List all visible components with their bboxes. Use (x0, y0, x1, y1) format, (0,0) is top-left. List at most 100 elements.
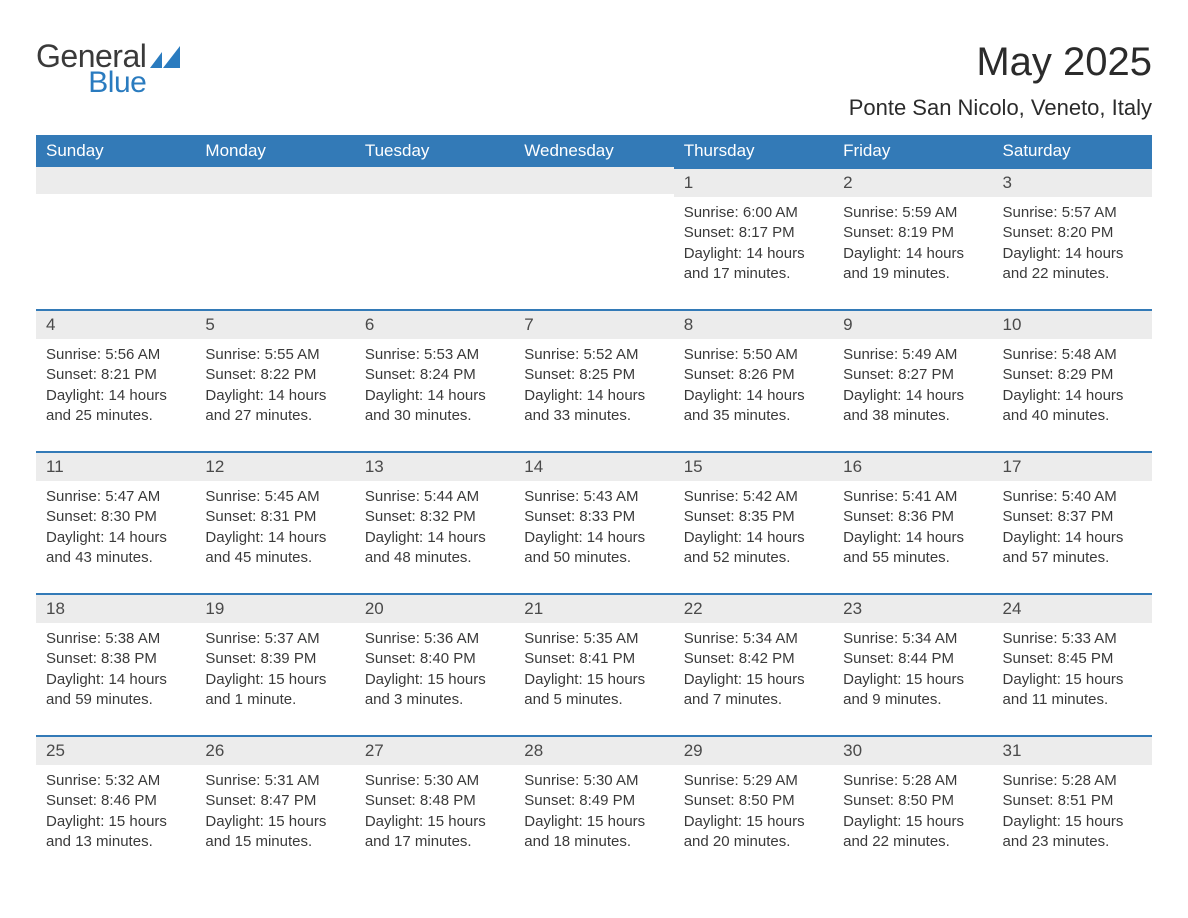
day-header: Tuesday (355, 135, 514, 167)
calendar-day-cell: 23Sunrise: 5:34 AMSunset: 8:44 PMDayligh… (833, 593, 992, 735)
day-line: Sunset: 8:20 PM (1003, 223, 1142, 243)
day-line: Daylight: 14 hours and 50 minutes. (524, 528, 663, 569)
day-number: 7 (514, 309, 673, 339)
calendar-day-cell: 5Sunrise: 5:55 AMSunset: 8:22 PMDaylight… (195, 309, 354, 451)
logo-triangle-1-icon (150, 52, 162, 68)
day-content: Sunrise: 5:28 AMSunset: 8:51 PMDaylight:… (993, 765, 1152, 862)
calendar-week-row: 4Sunrise: 5:56 AMSunset: 8:21 PMDaylight… (36, 309, 1152, 451)
day-line: Sunrise: 5:59 AM (843, 203, 982, 223)
calendar-week-row: 1Sunrise: 6:00 AMSunset: 8:17 PMDaylight… (36, 167, 1152, 309)
day-line: Sunset: 8:22 PM (205, 365, 344, 385)
day-line: Sunrise: 5:42 AM (684, 487, 823, 507)
day-line: Sunrise: 5:52 AM (524, 345, 663, 365)
day-line: Daylight: 15 hours and 11 minutes. (1003, 670, 1142, 711)
day-number: 3 (993, 167, 1152, 197)
day-number: 17 (993, 451, 1152, 481)
day-number: 8 (674, 309, 833, 339)
calendar-day-cell: 26Sunrise: 5:31 AMSunset: 8:47 PMDayligh… (195, 735, 354, 877)
day-content: Sunrise: 5:34 AMSunset: 8:42 PMDaylight:… (674, 623, 833, 720)
day-line: Daylight: 14 hours and 59 minutes. (46, 670, 185, 711)
day-content: Sunrise: 5:28 AMSunset: 8:50 PMDaylight:… (833, 765, 992, 862)
calendar-day-cell: 30Sunrise: 5:28 AMSunset: 8:50 PMDayligh… (833, 735, 992, 877)
day-number: 30 (833, 735, 992, 765)
day-content: Sunrise: 5:52 AMSunset: 8:25 PMDaylight:… (514, 339, 673, 436)
header: General Blue May 2025 Ponte San Nicolo, … (36, 40, 1152, 121)
day-number: 15 (674, 451, 833, 481)
day-content: Sunrise: 5:29 AMSunset: 8:50 PMDaylight:… (674, 765, 833, 862)
calendar-day-cell: 31Sunrise: 5:28 AMSunset: 8:51 PMDayligh… (993, 735, 1152, 877)
day-number: 14 (514, 451, 673, 481)
day-line: Daylight: 15 hours and 3 minutes. (365, 670, 504, 711)
day-line: Daylight: 15 hours and 7 minutes. (684, 670, 823, 711)
day-content: Sunrise: 5:56 AMSunset: 8:21 PMDaylight:… (36, 339, 195, 436)
day-content: Sunrise: 5:43 AMSunset: 8:33 PMDaylight:… (514, 481, 673, 578)
logo-triangle-2-icon (163, 46, 180, 68)
day-header: Wednesday (514, 135, 673, 167)
day-line: Sunset: 8:44 PM (843, 649, 982, 669)
calendar-day-cell: 2Sunrise: 5:59 AMSunset: 8:19 PMDaylight… (833, 167, 992, 309)
logo-text: General Blue (36, 40, 146, 98)
calendar-day-cell: 6Sunrise: 5:53 AMSunset: 8:24 PMDaylight… (355, 309, 514, 451)
day-header: Saturday (993, 135, 1152, 167)
title-block: May 2025 Ponte San Nicolo, Veneto, Italy (849, 40, 1152, 121)
calendar-day-cell: 4Sunrise: 5:56 AMSunset: 8:21 PMDaylight… (36, 309, 195, 451)
day-line: Sunrise: 5:37 AM (205, 629, 344, 649)
day-line: Daylight: 15 hours and 1 minute. (205, 670, 344, 711)
calendar-day-cell: 8Sunrise: 5:50 AMSunset: 8:26 PMDaylight… (674, 309, 833, 451)
day-line: Daylight: 14 hours and 48 minutes. (365, 528, 504, 569)
calendar-day-cell: 16Sunrise: 5:41 AMSunset: 8:36 PMDayligh… (833, 451, 992, 593)
day-line: Sunrise: 5:53 AM (365, 345, 504, 365)
calendar-day-cell: 27Sunrise: 5:30 AMSunset: 8:48 PMDayligh… (355, 735, 514, 877)
day-number: 12 (195, 451, 354, 481)
day-line: Sunrise: 5:36 AM (365, 629, 504, 649)
day-number (514, 167, 673, 194)
day-number (355, 167, 514, 194)
calendar-day-cell: 17Sunrise: 5:40 AMSunset: 8:37 PMDayligh… (993, 451, 1152, 593)
calendar-day-cell: 11Sunrise: 5:47 AMSunset: 8:30 PMDayligh… (36, 451, 195, 593)
day-line: Sunset: 8:25 PM (524, 365, 663, 385)
day-number (36, 167, 195, 194)
day-number: 31 (993, 735, 1152, 765)
day-content: Sunrise: 5:42 AMSunset: 8:35 PMDaylight:… (674, 481, 833, 578)
day-line: Daylight: 14 hours and 55 minutes. (843, 528, 982, 569)
day-line: Sunrise: 5:33 AM (1003, 629, 1142, 649)
day-line: Sunrise: 5:28 AM (843, 771, 982, 791)
day-number: 2 (833, 167, 992, 197)
day-line: Sunset: 8:39 PM (205, 649, 344, 669)
day-line: Daylight: 15 hours and 9 minutes. (843, 670, 982, 711)
day-line: Sunrise: 5:32 AM (46, 771, 185, 791)
day-number: 29 (674, 735, 833, 765)
day-line: Daylight: 15 hours and 22 minutes. (843, 812, 982, 853)
day-line: Daylight: 14 hours and 17 minutes. (684, 244, 823, 285)
day-number: 11 (36, 451, 195, 481)
calendar-empty-cell (36, 167, 195, 309)
day-number: 21 (514, 593, 673, 623)
day-line: Sunrise: 5:55 AM (205, 345, 344, 365)
day-line: Sunset: 8:42 PM (684, 649, 823, 669)
location-subtitle: Ponte San Nicolo, Veneto, Italy (849, 95, 1152, 121)
day-line: Daylight: 14 hours and 30 minutes. (365, 386, 504, 427)
calendar-day-cell: 25Sunrise: 5:32 AMSunset: 8:46 PMDayligh… (36, 735, 195, 877)
day-number: 10 (993, 309, 1152, 339)
calendar-week-row: 25Sunrise: 5:32 AMSunset: 8:46 PMDayligh… (36, 735, 1152, 877)
day-line: Sunrise: 5:56 AM (46, 345, 185, 365)
day-content: Sunrise: 5:48 AMSunset: 8:29 PMDaylight:… (993, 339, 1152, 436)
day-content: Sunrise: 5:59 AMSunset: 8:19 PMDaylight:… (833, 197, 992, 294)
day-content: Sunrise: 5:30 AMSunset: 8:49 PMDaylight:… (514, 765, 673, 862)
day-number: 20 (355, 593, 514, 623)
day-content: Sunrise: 5:45 AMSunset: 8:31 PMDaylight:… (195, 481, 354, 578)
day-number: 26 (195, 735, 354, 765)
day-line: Sunset: 8:21 PM (46, 365, 185, 385)
day-content: Sunrise: 5:30 AMSunset: 8:48 PMDaylight:… (355, 765, 514, 862)
day-line: Sunset: 8:46 PM (46, 791, 185, 811)
calendar-day-cell: 12Sunrise: 5:45 AMSunset: 8:31 PMDayligh… (195, 451, 354, 593)
day-content (36, 194, 195, 210)
day-line: Daylight: 14 hours and 25 minutes. (46, 386, 185, 427)
day-content: Sunrise: 5:47 AMSunset: 8:30 PMDaylight:… (36, 481, 195, 578)
calendar-empty-cell (514, 167, 673, 309)
day-line: Sunset: 8:38 PM (46, 649, 185, 669)
calendar-day-cell: 29Sunrise: 5:29 AMSunset: 8:50 PMDayligh… (674, 735, 833, 877)
day-line: Sunrise: 5:48 AM (1003, 345, 1142, 365)
day-header: Thursday (674, 135, 833, 167)
day-line: Daylight: 14 hours and 35 minutes. (684, 386, 823, 427)
